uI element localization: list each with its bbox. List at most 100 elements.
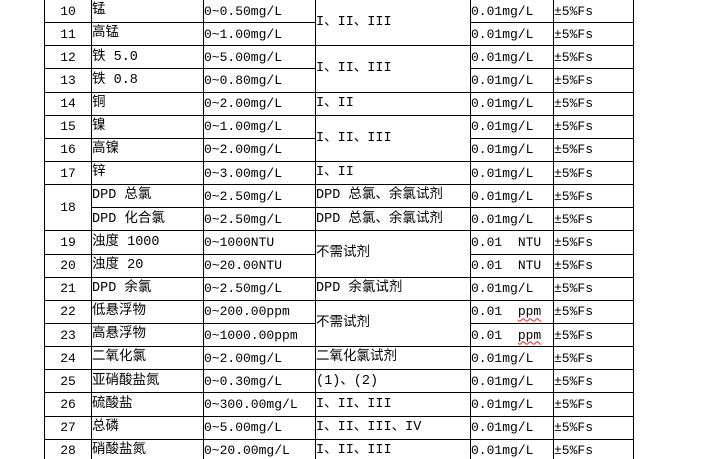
row-number-cell[interactable]: 28 (44, 438, 92, 459)
row-number-cell[interactable]: 12 (44, 45, 92, 70)
reagent-cell[interactable]: I、II、III (315, 45, 471, 93)
param-name-cell[interactable]: 镍 (91, 114, 204, 139)
row-number-cell[interactable]: 14 (44, 91, 92, 116)
param-name-cell[interactable]: DPD 化合氯 (91, 207, 204, 232)
range-cell[interactable]: 0~2.50mg/L (203, 276, 316, 301)
reagent-cell[interactable]: I、II、III (315, 438, 471, 459)
accuracy-cell[interactable]: ±5%Fs (553, 276, 634, 301)
resolution-cell[interactable]: 0.01 ppm (470, 322, 554, 348)
range-cell[interactable]: 0~300.00mg/L (203, 392, 316, 417)
resolution-cell[interactable]: 0.01mg/L (470, 184, 554, 209)
accuracy-cell[interactable]: ±5%Fs (553, 137, 634, 162)
accuracy-cell[interactable]: ±5%Fs (553, 91, 634, 116)
range-cell[interactable]: 0~1.00mg/L (203, 114, 316, 139)
param-name-cell[interactable]: 浊度 1000 (91, 230, 204, 255)
reagent-cell[interactable]: DPD 总氯、余氯试剂 (315, 207, 471, 232)
row-number-cell[interactable]: 13 (44, 68, 92, 93)
range-cell[interactable]: 0~2.00mg/L (203, 91, 316, 116)
range-cell[interactable]: 0~0.50mg/L (203, 0, 316, 24)
param-name-cell[interactable]: 硫酸盐 (91, 392, 204, 417)
range-cell[interactable]: 0~2.50mg/L (203, 184, 316, 209)
row-number-cell[interactable]: 22 (44, 299, 92, 324)
param-name-cell[interactable]: 铁 0.8 (91, 68, 204, 93)
reagent-cell[interactable]: I、II、III (315, 392, 471, 417)
resolution-cell[interactable]: 0.01mg/L (470, 114, 554, 139)
param-name-cell[interactable]: 二氧化氯 (91, 346, 204, 371)
param-name-cell[interactable]: DPD 余氯 (91, 276, 204, 301)
row-number-cell[interactable]: 24 (44, 346, 92, 371)
param-name-cell[interactable]: 硝酸盐氮 (91, 438, 204, 459)
range-cell[interactable]: 0~2.00mg/L (203, 346, 316, 371)
accuracy-cell[interactable]: ±5%Fs (553, 184, 634, 209)
param-name-cell-selected[interactable]: 锰 (91, 0, 204, 24)
param-name-cell[interactable]: 锌 (91, 160, 204, 186)
range-cell[interactable]: 0~1000NTU (203, 230, 316, 255)
range-cell[interactable]: 0~0.80mg/L (203, 68, 316, 93)
row-number-cell[interactable]: 23 (44, 322, 92, 348)
param-name-cell[interactable]: 铜 (91, 91, 204, 116)
row-number-cell[interactable]: 26 (44, 392, 92, 417)
row-number-cell[interactable]: 17 (44, 160, 92, 186)
accuracy-cell[interactable]: ±5%Fs (553, 392, 634, 417)
range-cell[interactable]: 0~3.00mg/L (203, 160, 316, 186)
reagent-cell[interactable]: I、II、III (315, 0, 471, 47)
resolution-cell[interactable]: 0.01mg/L (470, 0, 554, 24)
range-cell[interactable]: 0~5.00mg/L (203, 415, 316, 440)
reagent-cell[interactable]: 不需试剂 (315, 299, 471, 348)
row-number-cell[interactable]: 16 (44, 137, 92, 162)
param-name-cell[interactable]: 总磷 (91, 415, 204, 440)
resolution-cell[interactable]: 0.01 ppm (470, 299, 554, 324)
resolution-cell[interactable]: 0.01mg/L (470, 207, 554, 232)
accuracy-cell[interactable]: ±5%Fs (553, 253, 634, 278)
accuracy-cell[interactable]: ±5%Fs (553, 346, 634, 371)
accuracy-cell[interactable]: ±5%Fs (553, 45, 634, 70)
range-cell[interactable]: 0~20.00NTU (203, 253, 316, 278)
resolution-cell[interactable]: 0.01mg/L (470, 438, 554, 459)
param-name-cell[interactable]: 亚硝酸盐氮 (91, 369, 204, 394)
resolution-cell[interactable]: 0.01mg/L (470, 91, 554, 116)
row-number-cell[interactable]: 19 (44, 230, 92, 255)
accuracy-cell[interactable]: ±5%Fs (553, 114, 634, 139)
resolution-cell[interactable]: 0.01mg/L (470, 160, 554, 186)
range-cell[interactable]: 0~200.00ppm (203, 299, 316, 324)
row-number-cell[interactable]: 25 (44, 369, 92, 394)
reagent-cell[interactable]: I、II、III (315, 114, 471, 162)
resolution-cell[interactable]: 0.01mg/L (470, 22, 554, 47)
param-name-cell[interactable]: 铁 5.0 (91, 45, 204, 70)
reagent-cell[interactable]: (1)、(2) (315, 369, 471, 394)
reagent-cell[interactable]: I、II (315, 91, 471, 116)
param-name-cell[interactable]: 低悬浮物 (91, 299, 204, 324)
resolution-cell[interactable]: 0.01mg/L (470, 415, 554, 440)
accuracy-cell[interactable]: ±5%Fs (553, 68, 634, 93)
row-number-cell[interactable]: 18 (44, 184, 92, 232)
param-name-cell[interactable]: 高悬浮物 (91, 322, 204, 348)
range-cell[interactable]: 0~2.00mg/L (203, 137, 316, 162)
resolution-cell[interactable]: 0.01mg/L (470, 276, 554, 301)
reagent-cell[interactable]: 二氧化氯试剂 (315, 346, 471, 371)
accuracy-cell[interactable]: ±5%Fs (553, 207, 634, 232)
row-number-cell[interactable]: 21 (44, 276, 92, 301)
accuracy-cell[interactable]: ±5%Fs (553, 438, 634, 459)
row-number-cell[interactable]: 20 (44, 253, 92, 278)
param-name-cell[interactable]: 高锰 (91, 22, 204, 47)
range-cell[interactable]: 0~1000.00ppm (203, 322, 316, 348)
range-cell[interactable]: 0~20.00mg/L (203, 438, 316, 459)
range-cell[interactable]: 0~1.00mg/L (203, 22, 316, 47)
param-name-cell[interactable]: DPD 总氯 (91, 184, 204, 209)
reagent-cell[interactable]: DPD 总氯、余氯试剂 (315, 184, 471, 209)
resolution-cell[interactable]: 0.01mg/L (470, 137, 554, 162)
accuracy-cell[interactable]: ±5%Fs (553, 322, 634, 348)
accuracy-cell[interactable]: ±5%Fs (553, 415, 634, 440)
accuracy-cell[interactable]: ±5%Fs (553, 369, 634, 394)
reagent-cell[interactable]: DPD 余氯试剂 (315, 276, 471, 301)
reagent-cell[interactable]: I、II (315, 160, 471, 186)
resolution-cell[interactable]: 0.01mg/L (470, 369, 554, 394)
reagent-cell[interactable]: 不需试剂 (315, 230, 471, 278)
resolution-cell[interactable]: 0.01mg/L (470, 45, 554, 70)
resolution-cell[interactable]: 0.01 NTU (470, 230, 554, 255)
row-number-cell[interactable]: 11 (44, 22, 92, 47)
accuracy-cell[interactable]: ±5%Fs (553, 230, 634, 255)
range-cell[interactable]: 0~5.00mg/L (203, 45, 316, 70)
row-number-cell[interactable]: 27 (44, 415, 92, 440)
resolution-cell[interactable]: 0.01mg/L (470, 392, 554, 417)
